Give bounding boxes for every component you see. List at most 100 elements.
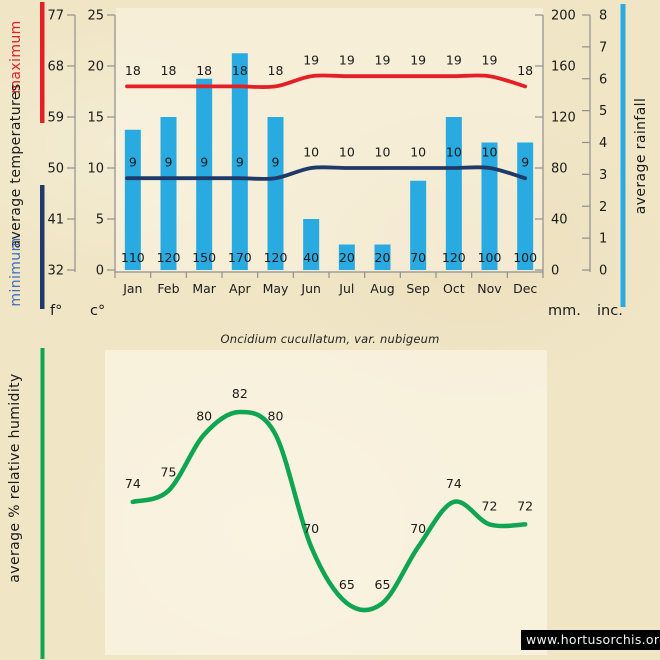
rainfall-bar (338, 244, 355, 270)
min-temperature-label: 9 (129, 155, 137, 170)
month-label: Dec (513, 281, 537, 296)
c-axis-tick-label: 10 (87, 162, 104, 177)
min-temperature-label: 10 (339, 145, 355, 160)
humidity-value-label: 72 (517, 498, 533, 513)
mm-axis-tick-label: 40 (551, 213, 568, 228)
minimum-legend-bar (40, 185, 45, 309)
humidity-value-label: 65 (375, 577, 391, 592)
min-temperature-label: 9 (521, 155, 529, 170)
humidity-value-label: 70 (303, 521, 319, 536)
label-average-temperatures: average temperatures (8, 83, 24, 249)
max-temperature-label: 18 (161, 63, 177, 78)
month-label: Jun (300, 281, 321, 296)
label-average-rainfall: average rainfall (633, 97, 649, 215)
top-plot-area (116, 8, 543, 272)
humidity-value-label: 74 (125, 476, 141, 491)
max-temperature-label: 19 (303, 53, 319, 68)
humidity-value-label: 70 (410, 521, 426, 536)
inc-axis-tick-label: 3 (599, 168, 607, 183)
month-label: Nov (477, 281, 502, 296)
max-temperature-label: 19 (446, 53, 462, 68)
min-temperature-label: 10 (375, 145, 391, 160)
max-temperature-label: 18 (268, 63, 284, 78)
inc-axis-tick-label: 2 (599, 200, 607, 215)
humidity-value-label: 75 (161, 465, 177, 480)
humidity-value-label: 82 (232, 386, 248, 401)
inc-axis-tick-label: 6 (599, 72, 607, 87)
min-temperature-label: 10 (303, 145, 319, 160)
rainfall-bar (445, 117, 462, 270)
max-temperature-line (125, 73, 528, 90)
humidity-value-label: 72 (482, 498, 498, 513)
c-axis-tick-label: 0 (96, 264, 104, 279)
mm-axis-tick-label: 120 (551, 111, 576, 126)
mm-axis-tick-label: 160 (551, 60, 576, 75)
rainfall-bar (124, 129, 141, 270)
month-label: Aug (370, 281, 394, 296)
min-temperature-label: 9 (236, 155, 244, 170)
humidity-value-label: 80 (268, 408, 284, 423)
max-temperature-label: 18 (232, 63, 248, 78)
min-temperature-label: 9 (200, 155, 208, 170)
month-label: Apr (229, 281, 251, 296)
f-axis-tick-label: 77 (47, 9, 64, 24)
humidity-plot-area (105, 350, 547, 655)
mm-axis-tick-label: 200 (551, 9, 576, 24)
label-minimum-temperature: minimum (8, 237, 24, 307)
c-axis-tick-label: 25 (87, 9, 104, 24)
maximum-legend-bar (40, 2, 45, 123)
rainfall-bar (517, 142, 534, 270)
inc-axis-tick-label: 8 (599, 9, 607, 24)
rainfall-value-label: 20 (375, 250, 391, 265)
rainfall-value-label: 120 (264, 250, 288, 265)
rainfall-value-label: 70 (410, 250, 426, 265)
label-average-relative-humidity: average % relative humidity (7, 373, 23, 583)
rainfall-value-label: 170 (228, 250, 252, 265)
c-axis-tick-label: 20 (87, 60, 104, 75)
unit-inches: inc. (597, 303, 623, 319)
rainfall-value-label: 150 (192, 250, 216, 265)
f-axis-tick-label: 68 (47, 60, 64, 75)
f-axis-tick-label: 32 (47, 264, 64, 279)
c-axis-tick-label: 15 (87, 111, 104, 126)
month-label: May (263, 281, 289, 296)
rainfall-value-label: 100 (513, 250, 537, 265)
humidity-legend-bar (40, 348, 45, 659)
rainfall-bar (160, 117, 177, 270)
unit-millimeters: mm. (548, 303, 581, 319)
max-temperature-label: 19 (375, 53, 391, 68)
min-temperature-label: 9 (272, 155, 280, 170)
inc-axis-tick-label: 4 (599, 136, 607, 151)
min-temperature-label: 10 (446, 145, 462, 160)
rainfall-value-label: 110 (121, 250, 145, 265)
c-axis-tick-label: 5 (96, 213, 104, 228)
species-title: Oncidium cucullatum, var. nubigeum (220, 332, 440, 346)
month-label: Jan (122, 281, 142, 296)
max-temperature-label: 19 (339, 53, 355, 68)
humidity-value-label: 80 (196, 408, 212, 423)
month-label: Oct (443, 281, 465, 296)
rainfall-bar (481, 142, 498, 270)
humidity-value-label: 74 (446, 476, 462, 491)
month-label: Sep (406, 281, 430, 296)
f-axis-tick-label: 50 (47, 162, 64, 177)
month-label: Feb (157, 281, 179, 296)
rainfall-bar (410, 180, 427, 270)
max-temperature-label: 18 (125, 63, 141, 78)
min-temperature-line (125, 165, 528, 181)
inc-axis-tick-label: 7 (599, 40, 607, 55)
inc-axis-tick-label: 5 (599, 104, 607, 119)
rainfall-value-label: 120 (442, 250, 466, 265)
min-temperature-label: 9 (165, 155, 173, 170)
inc-axis-tick-label: 1 (599, 232, 607, 247)
mm-axis-tick-label: 0 (551, 264, 559, 279)
month-label: Jul (338, 281, 354, 296)
rainfall-bar (196, 78, 213, 270)
rainfall-legend-bar (620, 4, 626, 307)
month-label: Mar (192, 281, 216, 296)
rainfall-value-label: 20 (339, 250, 355, 265)
rainfall-bar (303, 219, 320, 270)
rainfall-value-label: 120 (157, 250, 181, 265)
